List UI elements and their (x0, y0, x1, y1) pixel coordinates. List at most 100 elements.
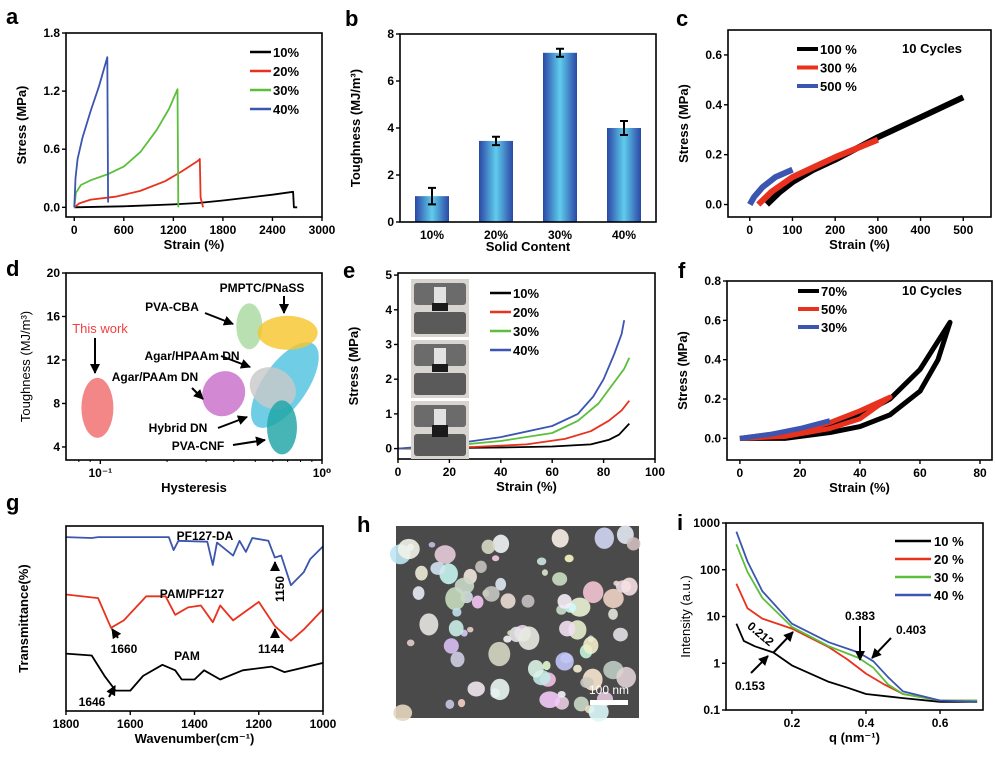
legend-label: 10 % (934, 534, 964, 549)
x-tick-label: 500 (953, 223, 973, 237)
region-label: PVA-CNF (172, 439, 224, 453)
micelle-particle (555, 652, 574, 671)
legend-label: 40 % (934, 588, 964, 603)
x-tick-label: 40 (853, 466, 867, 480)
y-tick-label: 0.6 (704, 313, 721, 327)
micelle-particle (450, 651, 465, 668)
region-ellipse (236, 303, 263, 350)
y-axis-label: Stress (MPa) (346, 327, 361, 406)
x-tick-label: 1800 (210, 223, 237, 237)
error-bar (428, 186, 436, 206)
arrow-icon (871, 637, 892, 659)
micelle-particle (483, 586, 500, 602)
y-tick-label: 0 (387, 215, 394, 229)
y-tick-label: 4 (387, 121, 394, 135)
x-tick-label: 1600 (117, 717, 144, 731)
y-axis-label: Stress (MPa) (676, 84, 691, 163)
micelle-particle (454, 577, 475, 595)
micelle-particle (559, 620, 576, 637)
micelle-particle (500, 593, 516, 609)
inset-photo (411, 340, 469, 398)
micelle-particle (594, 527, 615, 549)
region-label: Hybrid DN (149, 421, 208, 435)
micelle-particle (434, 545, 456, 564)
x-axis-label: Strain (%) (496, 479, 557, 494)
panel-letter: c (676, 6, 688, 31)
y-tick-label: 10 (707, 610, 721, 624)
plot-frame (65, 272, 323, 461)
x-tick-label: 0 (71, 223, 78, 237)
x-tick-label: 60 (913, 466, 927, 480)
x-axis-label: Hysteresis (161, 480, 227, 495)
x-tick-label: 80 (973, 466, 987, 480)
plot-frame (727, 29, 992, 218)
y-axis-label: Transmittance(%) (16, 564, 31, 672)
micelle-particle (448, 620, 464, 637)
region-ellipse (81, 377, 114, 438)
x-tick-label: 30% (548, 228, 572, 242)
peak-label: 1150 (273, 576, 287, 602)
panel-c: c 100 % 300 % 500 % 10 Cycles 0 100 200 300 400 50… (676, 6, 992, 252)
arrow-icon (191, 387, 204, 400)
micelle-particle (495, 577, 507, 591)
micelle-particle (471, 595, 484, 609)
x-axis-label: Wavenumber(cm⁻¹) (135, 731, 255, 746)
series-line-10 (74, 190, 298, 209)
peak-label: 0.403 (896, 623, 926, 637)
x-tick-label: 1200 (245, 717, 272, 731)
region-ellipse (266, 400, 297, 455)
y-tick-label: 20 (47, 266, 61, 280)
plot-frame (65, 525, 324, 712)
legend-label: 40% (513, 343, 539, 358)
micelle-particle (588, 702, 609, 722)
x-tick-label: 100 (782, 223, 802, 237)
panel-letter: a (6, 4, 19, 29)
x-tick-label: 2400 (259, 223, 286, 237)
micelle-particle (443, 638, 459, 654)
legend-label: 30 % (934, 570, 964, 585)
series-line-20 (73, 157, 204, 209)
peak-label: 1660 (111, 642, 138, 656)
x-tick-label: 80 (597, 465, 611, 479)
legend-label: 50% (821, 302, 847, 317)
y-tick-label: 8 (387, 27, 394, 41)
error-bar (556, 47, 564, 58)
micelle-particle (475, 560, 487, 573)
micelle-particle (564, 554, 574, 563)
x-tick-label: 40 (494, 465, 508, 479)
y-tick-label: 0.4 (704, 353, 721, 367)
micelle-particle (415, 565, 428, 581)
x-axis-label: Solid Content (486, 239, 571, 254)
trace-label: PAM (174, 649, 200, 663)
micelle-particle (539, 691, 560, 708)
x-tick-label: 10⁻¹ (88, 466, 112, 480)
y-tick-label: 1000 (693, 516, 720, 530)
bar-20% (479, 140, 513, 222)
y-tick-label: 12 (47, 353, 61, 367)
micelle-particle (552, 572, 568, 586)
series-line-70 (739, 319, 953, 441)
x-tick-label: 200 (825, 223, 845, 237)
micelle-particle (428, 541, 436, 548)
micelle-particle (626, 537, 641, 551)
x-axis-label: q (nm⁻¹) (829, 730, 880, 745)
y-tick-label: 5 (385, 268, 392, 282)
panel-letter: f (678, 258, 686, 283)
micelle-particle (457, 698, 466, 708)
arrow-icon (232, 436, 266, 447)
plot-frame (397, 272, 656, 460)
y-tick-label: 8 (53, 396, 60, 410)
y-tick-label: 16 (47, 309, 61, 323)
x-tick-label: 1000 (310, 717, 337, 731)
x-tick-label: 40% (612, 228, 636, 242)
scale-bar (590, 700, 628, 705)
series-line-300 (756, 136, 880, 207)
x-tick-label: 0.4 (858, 716, 875, 730)
micelle-particle (613, 627, 628, 642)
region-label: This work (72, 321, 128, 336)
x-tick-label: 20 (443, 465, 457, 479)
y-tick-label: 0 (385, 442, 392, 456)
panel-a: a 10% 20% 30% 40% 0 600 1200 1800 2400 3000 0.0 0.6 1… (6, 4, 336, 252)
x-tick-label: 300 (868, 223, 888, 237)
